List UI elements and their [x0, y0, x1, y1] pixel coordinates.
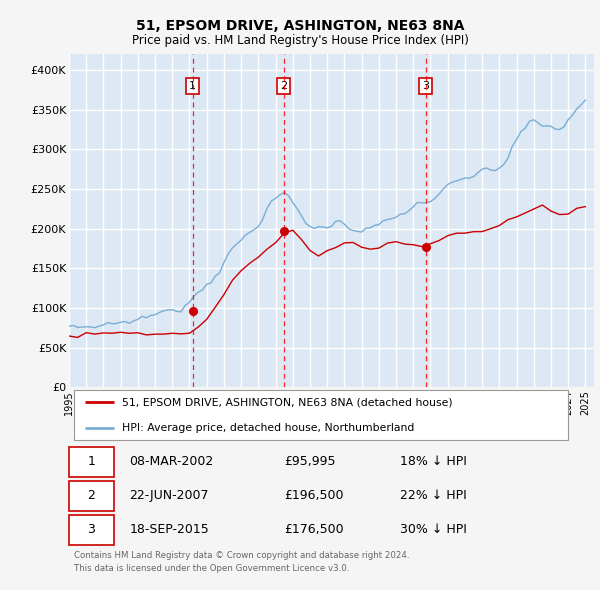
- Text: 3: 3: [422, 81, 429, 91]
- FancyBboxPatch shape: [69, 481, 113, 510]
- Text: 30% ↓ HPI: 30% ↓ HPI: [400, 523, 467, 536]
- Text: 22-JUN-2007: 22-JUN-2007: [130, 489, 209, 502]
- Text: 18-SEP-2015: 18-SEP-2015: [130, 523, 209, 536]
- FancyBboxPatch shape: [69, 447, 113, 477]
- Text: 18% ↓ HPI: 18% ↓ HPI: [400, 455, 467, 468]
- Text: £176,500: £176,500: [284, 523, 344, 536]
- FancyBboxPatch shape: [69, 515, 113, 545]
- Text: 2: 2: [280, 81, 287, 91]
- Text: £196,500: £196,500: [284, 489, 344, 502]
- Text: 22% ↓ HPI: 22% ↓ HPI: [400, 489, 467, 502]
- Text: HPI: Average price, detached house, Northumberland: HPI: Average price, detached house, Nort…: [121, 423, 414, 433]
- Text: 3: 3: [88, 523, 95, 536]
- Text: 51, EPSOM DRIVE, ASHINGTON, NE63 8NA (detached house): 51, EPSOM DRIVE, ASHINGTON, NE63 8NA (de…: [121, 397, 452, 407]
- Text: Price paid vs. HM Land Registry's House Price Index (HPI): Price paid vs. HM Land Registry's House …: [131, 34, 469, 47]
- Text: 51, EPSOM DRIVE, ASHINGTON, NE63 8NA: 51, EPSOM DRIVE, ASHINGTON, NE63 8NA: [136, 19, 464, 33]
- Text: 2: 2: [88, 489, 95, 502]
- Text: £95,995: £95,995: [284, 455, 336, 468]
- Text: 1: 1: [88, 455, 95, 468]
- Text: 1: 1: [189, 81, 196, 91]
- Text: 08-MAR-2002: 08-MAR-2002: [130, 455, 214, 468]
- FancyBboxPatch shape: [74, 390, 568, 440]
- Text: Contains HM Land Registry data © Crown copyright and database right 2024.
This d: Contains HM Land Registry data © Crown c…: [74, 550, 410, 573]
